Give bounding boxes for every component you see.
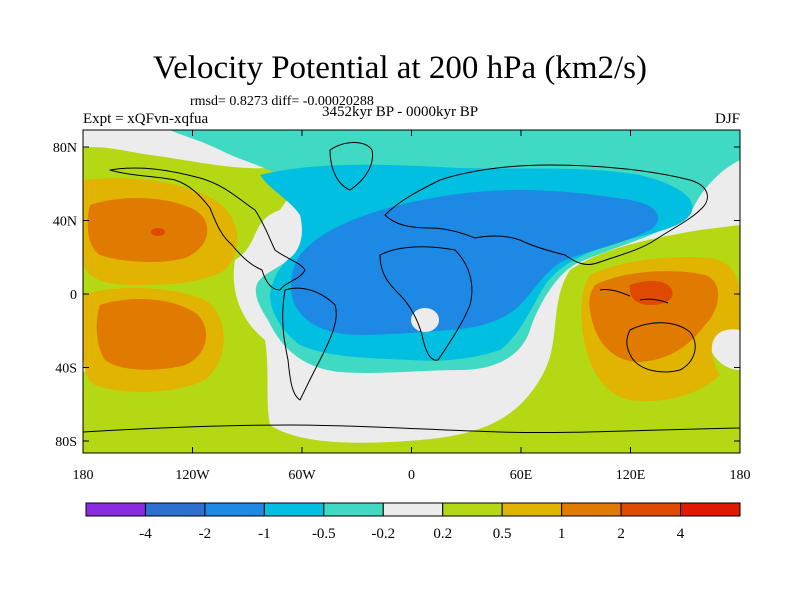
colorbar-swatch <box>680 502 741 517</box>
period-label: 3452kyr BP - 0000kyr BP <box>322 104 479 120</box>
colorbar-label: -4 <box>139 526 152 542</box>
coast-australia <box>626 322 696 373</box>
dark-orange-cell-spac <box>96 299 207 370</box>
colorbar-label: -1 <box>258 526 271 542</box>
stats-label: rmsd= 0.8273 diff= -0.00020288 <box>190 94 374 109</box>
colorbar-label: 2 <box>617 526 625 542</box>
coast-north-america <box>109 167 306 291</box>
season-label: DJF <box>714 111 740 127</box>
colorbar-label: -2 <box>199 526 212 542</box>
colorbar-swatch <box>561 502 622 517</box>
colorbar-label: 4 <box>677 526 685 542</box>
neutral-pocket <box>411 308 439 332</box>
coast-greenland <box>329 142 374 191</box>
coast-indonesia <box>599 289 669 304</box>
colorbar-swatch <box>620 502 682 517</box>
colorbar-swatch <box>144 502 206 517</box>
lon-tick-label: 60W <box>288 468 316 483</box>
blue-core <box>290 190 659 335</box>
coastlines <box>83 142 740 434</box>
coast-south-america <box>282 287 337 401</box>
colorbar-swatch <box>501 502 563 517</box>
colorbar-label: 1 <box>558 526 566 542</box>
colorbar-label: -0.5 <box>312 526 336 542</box>
longitude-axis: 180 120W 60W 0 60E 120E 180 <box>73 130 751 483</box>
coast-eurasia <box>384 164 708 265</box>
coast-africa <box>379 246 473 361</box>
colorbar: -4 -2 -1 -0.5 -0.2 0.2 0.5 1 2 4 <box>85 502 741 542</box>
lat-tick-label: 80S <box>55 435 77 450</box>
red-orange-cell-wpac <box>629 280 673 305</box>
colorbar-swatch <box>204 502 265 517</box>
colorbar-swatch <box>323 502 384 517</box>
colorbar-label: 0.5 <box>493 526 512 542</box>
lon-tick-label: 180 <box>730 468 751 483</box>
colorbar-swatch <box>85 502 146 517</box>
red-spot-npac <box>151 228 165 236</box>
colorbar-swatch <box>263 502 325 517</box>
contour-field <box>83 130 740 453</box>
latitude-axis: 80N 40N 0 40S 80S <box>53 141 740 450</box>
lat-tick-label: 0 <box>70 288 77 303</box>
lon-tick-label: 120E <box>616 468 646 483</box>
dark-orange-cell-npac <box>87 198 208 262</box>
lat-tick-label: 40N <box>53 215 77 230</box>
chart-title: Velocity Potential at 200 hPa (km2/s) <box>152 50 648 86</box>
lon-tick-label: 180 <box>73 468 94 483</box>
lat-tick-label: 80N <box>53 141 77 156</box>
colorbar-label: -0.2 <box>371 526 395 542</box>
colorbar-swatch <box>382 502 444 517</box>
experiment-label: Expt = xQFvn-xqfua <box>83 111 209 127</box>
coast-antarctica <box>83 424 740 434</box>
colorbar-label: 0.2 <box>433 526 452 542</box>
colorbar-swatch <box>442 502 503 517</box>
lon-tick-label: 0 <box>408 468 415 483</box>
lat-tick-label: 40S <box>55 362 77 377</box>
dark-orange-cell-wpac <box>589 271 719 362</box>
lon-tick-label: 120W <box>175 468 210 483</box>
lon-tick-label: 60E <box>510 468 533 483</box>
